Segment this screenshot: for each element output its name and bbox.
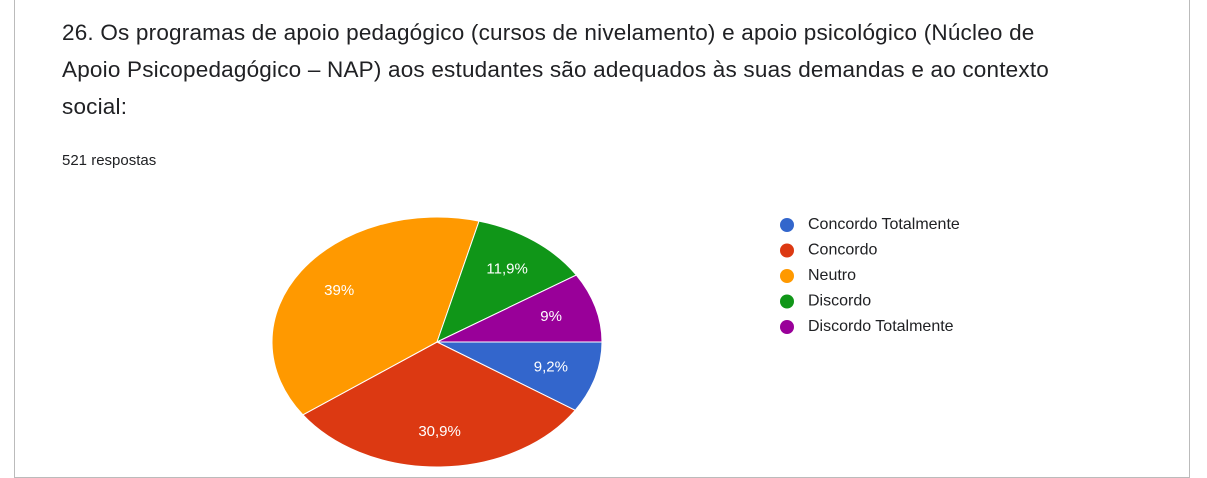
slice-label: 30,9% (418, 423, 461, 440)
legend-label: Discordo (808, 293, 871, 310)
slice-label: 9,2% (534, 359, 568, 376)
chart-title: 26. Os programas de apoio pedagógico (cu… (62, 20, 1050, 119)
slice-label: 11,9% (486, 260, 527, 277)
pie-slice (436, 341, 603, 411)
pie-slice (271, 216, 480, 416)
pie-slice (302, 341, 576, 468)
legend-label: Concordo Totalmente (808, 216, 960, 233)
slice-label: 39% (324, 282, 354, 299)
legend-swatch (780, 269, 794, 283)
legend-swatch (780, 218, 794, 232)
legend-label: Concordo (808, 242, 877, 259)
response-count: 521 respostas (62, 152, 157, 169)
legend-label: Discordo Totalmente (808, 318, 954, 335)
legend-swatch (780, 320, 794, 334)
legend-swatch (780, 294, 794, 309)
pie-slice (436, 220, 578, 343)
pie-slice (436, 274, 603, 343)
legend-label: Neutro (808, 267, 856, 284)
slice-label: 9% (540, 308, 562, 325)
legend-swatch (780, 243, 794, 258)
